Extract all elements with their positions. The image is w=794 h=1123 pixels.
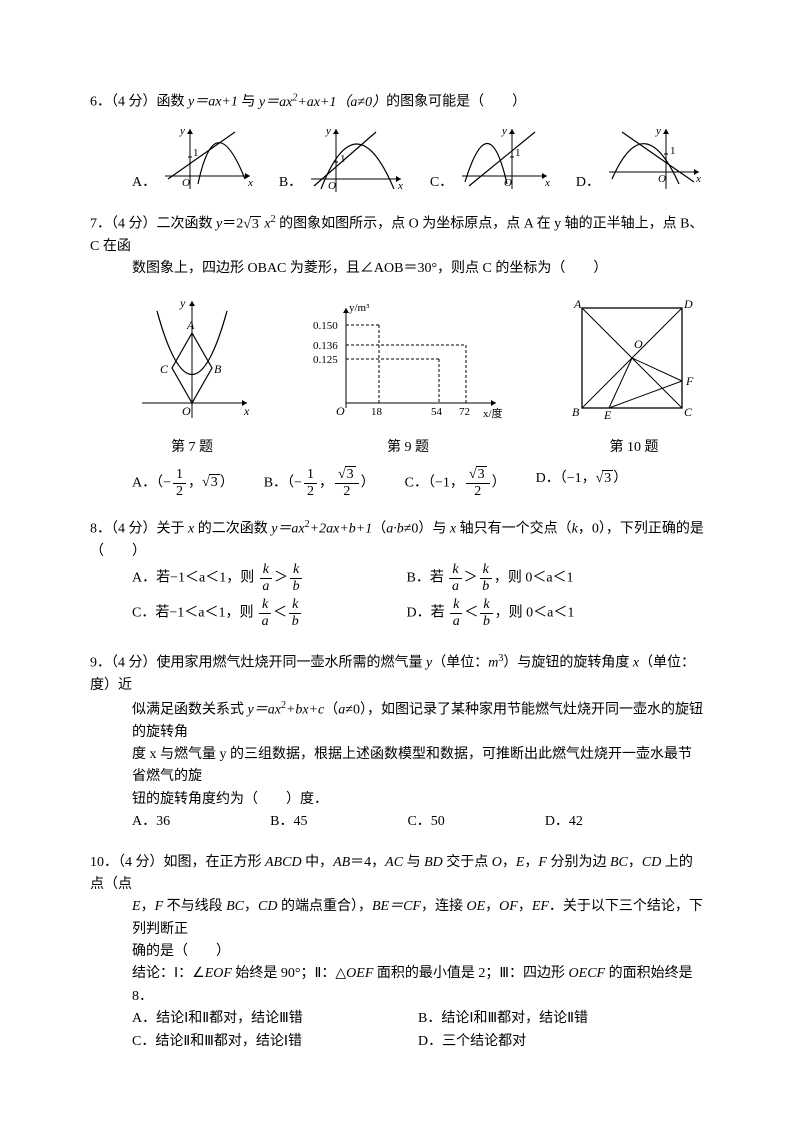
q6-num: 6．（4 分）	[90, 95, 157, 110]
svg-text:54: 54	[431, 406, 443, 418]
figure-7: x y O A B C 第 7 题	[132, 293, 252, 460]
svg-text:C: C	[160, 362, 169, 376]
q8-choice-b: B．若 ka＞kb，则 0＜a＜1	[407, 563, 682, 594]
question-9: 9．（4 分）使用家用燃气灶烧开同一壶水所需的燃气量 y（单位：m3）与旋钮的旋…	[90, 651, 704, 833]
svg-text:D: D	[683, 297, 693, 311]
svg-text:A: A	[573, 297, 582, 311]
svg-text:x: x	[247, 177, 253, 189]
svg-text:y: y	[501, 125, 507, 137]
q6-choice-b: B． x y O 1	[279, 124, 406, 194]
svg-text:O: O	[328, 180, 336, 192]
q7-figures: x y O A B C 第 7 题 O y/m³ x/度 0	[132, 293, 704, 460]
q8-choice-a: A．若−1＜a＜1，则 ka＞kb	[132, 563, 407, 594]
q9-choices: A．36 B．45 C．50 D．42	[132, 811, 704, 833]
q9-choice-b: B．45	[270, 811, 307, 833]
svg-text:y: y	[325, 125, 331, 137]
q7-choice-a: A．（−12，3）	[132, 468, 234, 499]
q8-choice-d: D．若 ka＜kb，则 0＜a＜1	[407, 598, 682, 629]
q9-line4: 钮的旋转角度约为（ ）度．	[90, 789, 704, 811]
q10-line2: E，F 不与线段 BC，CD 的端点重合），BE＝CF，连接 OE，OF，EF．…	[90, 896, 704, 941]
svg-text:O: O	[634, 337, 643, 351]
svg-text:y: y	[179, 125, 185, 137]
svg-text:0.125: 0.125	[313, 354, 338, 366]
svg-text:B: B	[572, 405, 580, 419]
svg-text:x: x	[243, 404, 250, 418]
svg-text:C: C	[684, 405, 693, 419]
q7-line2: 数图象上，四边形 OBAC 为菱形，且∠AOB＝30°，则点 C 的坐标为（ ）	[90, 258, 704, 280]
q6-choice-c: C． x y O 1	[430, 124, 552, 194]
question-6: 6．（4 分）函数 y＝ax+1 与 y＝ax2+ax+1（a≠0）的图象可能是…	[90, 90, 704, 194]
q7-line1: 7．（4 分）二次函数 y＝23 x2 的图象如图所示，点 O 为坐标原点，点 …	[90, 212, 704, 258]
q6-graph-d: x y O 1	[604, 124, 704, 194]
q10-choice-a: A．结论Ⅰ和Ⅱ都对，结论Ⅲ错	[132, 1008, 418, 1030]
question-8: 8．（4 分）关于 x 的二次函数 y＝ax2+2ax+b+1（a·b≠0）与 …	[90, 517, 704, 633]
q9-choice-c: C．50	[407, 811, 444, 833]
svg-text:0.136: 0.136	[313, 340, 338, 352]
q9-line1: 9．（4 分）使用家用燃气灶烧开同一壶水所需的燃气量 y（单位：m3）与旋钮的旋…	[90, 651, 704, 697]
svg-text:O: O	[182, 404, 191, 418]
svg-text:A: A	[186, 318, 195, 332]
q6-eq2: y＝ax2+ax+1（a≠0）	[255, 95, 386, 110]
q6-graph-c: x y O 1	[457, 124, 552, 194]
q8-choices: A．若−1＜a＜1，则 ka＞kb B．若 ka＞kb，则 0＜a＜1 C．若−…	[132, 563, 704, 633]
svg-text:O: O	[336, 404, 345, 418]
question-10: 10．（4 分）如图，在正方形 ABCD 中，AB＝4，AC 与 BD 交于点 …	[90, 852, 704, 1054]
q6-choice-d: D． x y O 1	[576, 124, 704, 194]
figure-9: O y/m³ x/度 0.150 0.136 0.125 18 54 72 第 …	[311, 293, 506, 460]
svg-text:y: y	[655, 125, 661, 137]
svg-text:72: 72	[459, 406, 470, 418]
q6-graph-a: x y O 1	[160, 124, 255, 194]
svg-text:x: x	[397, 180, 403, 192]
q9-choice-a: A．36	[132, 811, 170, 833]
q6-graph-b: x y O 1	[306, 124, 406, 194]
svg-text:1: 1	[515, 147, 521, 159]
question-7: 7．（4 分）二次函数 y＝23 x2 的图象如图所示，点 O 为坐标原点，点 …	[90, 212, 704, 499]
svg-text:1: 1	[340, 153, 346, 165]
svg-text:x: x	[544, 177, 550, 189]
svg-text:x: x	[695, 173, 701, 185]
svg-text:18: 18	[371, 406, 383, 418]
svg-text:1: 1	[670, 145, 676, 157]
svg-text:F: F	[685, 374, 694, 388]
q10-choice-d: D．三个结论都对	[418, 1031, 704, 1053]
q7-choice-d: D．（−1，3）	[536, 468, 628, 499]
q9-choice-d: D．42	[545, 811, 583, 833]
q10-choices: A．结论Ⅰ和Ⅱ都对，结论Ⅲ错 B．结论Ⅰ和Ⅲ都对，结论Ⅱ错	[132, 1008, 704, 1030]
svg-text:E: E	[603, 408, 612, 422]
q9-line3: 度 x 与燃气量 y 的三组数据，根据上述函数模型和数据，可推断出此燃气灶烧开一…	[90, 744, 704, 789]
q8-text: 8．（4 分）关于 x 的二次函数 y＝ax2+2ax+b+1（a·b≠0）与 …	[90, 517, 704, 563]
q10-choice-c: C．结论Ⅱ和Ⅲ都对，结论Ⅰ错	[132, 1031, 418, 1053]
svg-text:x/度: x/度	[483, 406, 503, 420]
q6-text: 6．（4 分）函数 y＝ax+1 与 y＝ax2+ax+1（a≠0）的图象可能是…	[90, 90, 704, 114]
q6-eq1: y＝ax+1	[185, 95, 242, 110]
q7-choices: A．（−12，3） B．（−12，32） C．（−1，32） D．（−1，3）	[132, 468, 704, 499]
q10-choice-b: B．结论Ⅰ和Ⅲ都对，结论Ⅱ错	[418, 1008, 704, 1030]
q6-choice-a: A． x y O 1	[132, 124, 255, 194]
q10-line4: 结论：Ⅰ：∠EOF 始终是 90°；Ⅱ：△OEF 面积的最小值是 2；Ⅲ：四边形…	[90, 963, 704, 1008]
q8-choice-c: C．若−1＜a＜1，则 ka＜kb	[132, 598, 407, 629]
q6-graphs: A． x y O 1 B． x	[132, 124, 704, 194]
svg-text:y: y	[179, 296, 186, 310]
svg-text:1: 1	[193, 147, 199, 159]
q7-choice-b: B．（−12，32）	[264, 468, 375, 499]
svg-text:O: O	[658, 173, 666, 185]
q7-choice-c: C．（−1，32）	[405, 468, 506, 499]
svg-text:0.150: 0.150	[313, 320, 338, 332]
svg-text:O: O	[182, 177, 190, 189]
q10-line3: 确的是（ ）	[90, 941, 704, 963]
q10-line1: 10．（4 分）如图，在正方形 ABCD 中，AB＝4，AC 与 BD 交于点 …	[90, 852, 704, 897]
q9-line2: 似满足函数关系式 y＝ax2+bx+c（a≠0），如图记录了某种家用节能燃气灶烧…	[90, 698, 704, 744]
svg-text:B: B	[214, 362, 222, 376]
figure-10: A D B C O E F 第 10 题	[564, 293, 704, 460]
svg-text:y/m³: y/m³	[349, 302, 370, 314]
